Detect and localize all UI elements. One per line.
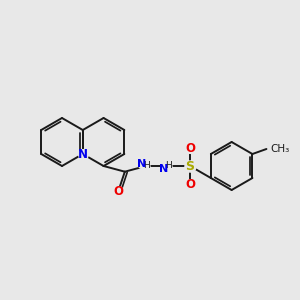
Text: CH₃: CH₃ xyxy=(270,144,290,154)
Text: S: S xyxy=(186,160,195,172)
Text: N: N xyxy=(78,148,88,160)
Text: H: H xyxy=(165,161,171,170)
Text: O: O xyxy=(113,185,123,198)
Text: H: H xyxy=(143,161,149,170)
Text: N: N xyxy=(137,159,147,169)
Text: O: O xyxy=(185,178,195,190)
Text: N: N xyxy=(159,164,169,174)
Text: O: O xyxy=(185,142,195,154)
